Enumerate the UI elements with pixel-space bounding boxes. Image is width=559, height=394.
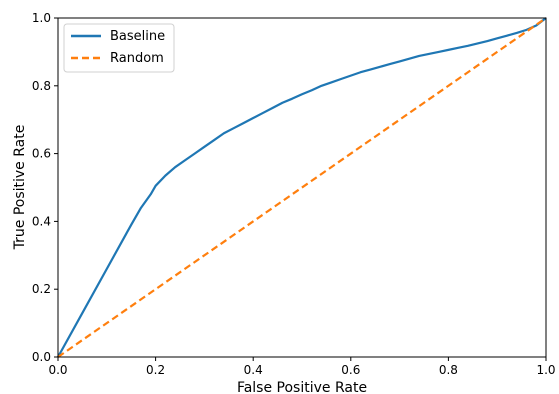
x-tick-label: 0.2 [146, 363, 165, 377]
legend-label-baseline: Baseline [110, 29, 165, 44]
x-axis-label: False Positive Rate [237, 380, 367, 394]
legend-label-random: Random [110, 51, 164, 66]
series-line-random [57, 17, 547, 358]
y-tick-label: 0.6 [32, 147, 51, 161]
plot-frame [57, 17, 547, 358]
x-tick-label: 0.0 [48, 363, 67, 377]
x-tick-label: 0.4 [244, 363, 263, 377]
x-tick-label: 1.0 [536, 363, 555, 377]
y-tick-label: 0.2 [32, 282, 51, 296]
x-axis-ticks: 0.0 0.2 0.4 0.6 0.8 1.0 [48, 357, 556, 377]
legend: Baseline Random [63, 23, 175, 73]
series-line-baseline [57, 17, 547, 358]
y-axis-label: True Positive Rate [12, 125, 28, 251]
y-tick-label: 0.8 [32, 79, 51, 93]
y-axis-ticks: 0.0 0.2 0.4 0.6 0.8 1.0 [32, 11, 58, 364]
y-tick-label: 0.0 [32, 350, 51, 364]
series-layer [57, 17, 547, 358]
y-tick-label: 1.0 [32, 11, 51, 25]
x-tick-label: 0.6 [341, 363, 360, 377]
y-tick-label: 0.4 [32, 214, 51, 228]
x-tick-label: 0.8 [439, 363, 458, 377]
